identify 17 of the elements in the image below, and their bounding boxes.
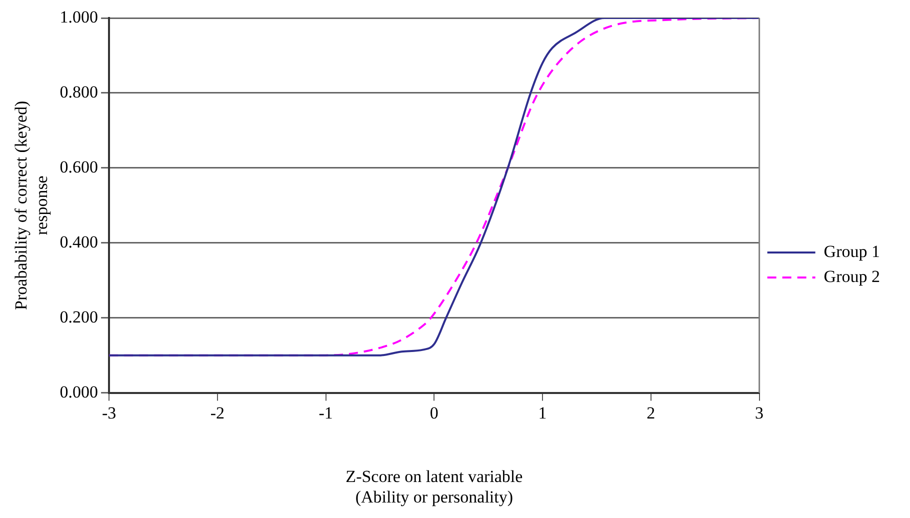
x-tick-label: -3 [102,403,116,422]
x-tick-label: 0 [430,403,438,422]
x-tick-label: -2 [210,403,225,422]
x-axis-title: Z-Score on latent variable (Ability or personality) [346,466,523,506]
y-tick-label: 0.600 [60,157,98,176]
x-tick-label: 3 [755,403,764,422]
y-tick-label: 0.400 [60,232,98,252]
legend-label: Group 2 [824,266,880,286]
y-tick-label: 0.000 [60,382,98,402]
y-tick-label: 0.800 [60,82,98,102]
x-tick-label: 1 [538,403,547,422]
x-tick-label: -1 [318,403,333,422]
x-tick-label: 2 [646,403,656,422]
y-tick-label: 1.000 [60,7,98,26]
y-axis-title: Proabability of correct (keyed) response [12,100,52,310]
legend-label: Group 1 [824,242,880,261]
y-tick-label: 0.200 [60,307,98,326]
